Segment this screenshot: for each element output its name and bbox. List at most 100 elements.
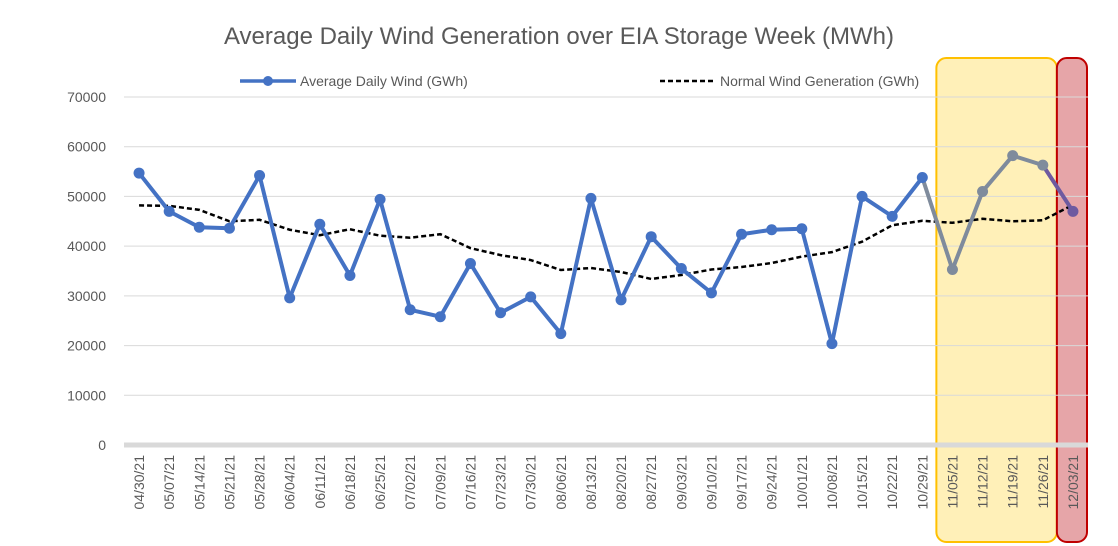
series-wind-segment	[257, 173, 292, 300]
x-tick-label: 10/29/21	[914, 455, 930, 510]
x-tick-label: 12/03/21	[1065, 455, 1081, 510]
x-tick-label: 06/18/21	[342, 455, 358, 510]
highlight-regions	[935, 57, 1088, 543]
series-wind-segment	[468, 261, 503, 315]
series-wind-segment	[287, 222, 322, 300]
legend: Average Daily Wind (GWh) Normal Wind Gen…	[240, 73, 919, 89]
series-wind-segment	[588, 196, 624, 302]
x-tick-label: 08/27/21	[643, 455, 659, 510]
series-wind-segment	[890, 175, 925, 219]
x-tick-label: 09/10/21	[703, 455, 719, 510]
series-wind-point	[555, 328, 567, 340]
x-tick-label: 08/06/21	[553, 455, 569, 510]
x-tick-label: 05/14/21	[191, 455, 207, 510]
y-tick-label: 20000	[67, 338, 106, 354]
series-wind-point	[766, 224, 778, 236]
x-tick-label: 09/03/21	[673, 455, 689, 510]
series-wind-segment	[347, 197, 383, 278]
x-tick-label: 08/20/21	[613, 455, 629, 510]
series-wind-point	[193, 221, 205, 233]
series-wind-point	[254, 170, 266, 182]
x-tick-label: 06/25/21	[372, 455, 388, 510]
series-wind-segment	[709, 232, 744, 295]
series-wind-point	[645, 231, 657, 243]
series-wind-point	[736, 228, 748, 240]
series-wind-point	[1037, 159, 1049, 171]
series-wind-segment	[137, 171, 172, 214]
x-tick-label: 07/09/21	[432, 455, 448, 510]
x-tick-label: 08/13/21	[583, 455, 599, 510]
y-tick-label: 0	[98, 437, 106, 453]
series-wind-point	[525, 291, 537, 303]
series-wind-point	[344, 269, 356, 281]
series-wind-segment	[679, 266, 714, 295]
legend-marker-wind	[263, 76, 273, 86]
series-wind-segment	[558, 196, 593, 336]
y-tick-label: 30000	[67, 288, 106, 304]
series-wind-point	[977, 185, 989, 197]
x-tick-label: 07/16/21	[462, 455, 478, 510]
series-wind-point	[856, 190, 868, 202]
series-wind-segment	[619, 234, 654, 302]
legend-label-normal: Normal Wind Generation (GWh)	[720, 73, 919, 89]
series-wind-point	[1007, 150, 1019, 162]
y-tick-label: 60000	[67, 139, 106, 155]
series-wind-segment	[227, 173, 262, 231]
x-axis-tick-labels: 04/30/21 05/07/21 05/14/21 05/21/21 05/28/21…	[131, 455, 1081, 510]
series-wind-point	[826, 338, 838, 350]
x-tick-label: 10/01/21	[794, 455, 810, 510]
highlight-region-2	[1055, 57, 1088, 543]
series-lines	[133, 150, 1079, 350]
x-tick-label: 11/26/21	[1035, 455, 1051, 509]
series-wind-point	[946, 264, 958, 276]
x-tick-label: 11/19/21	[1005, 455, 1021, 509]
series-wind-point	[464, 258, 476, 270]
x-tick-label: 07/02/21	[402, 455, 418, 510]
x-tick-label: 10/22/21	[884, 455, 900, 510]
x-tick-label: 11/05/21	[944, 455, 960, 509]
series-wind-segment	[860, 194, 895, 219]
series-wind-segment	[920, 175, 955, 272]
series-wind-segment	[950, 189, 985, 272]
x-tick-label: 07/30/21	[523, 455, 539, 510]
y-tick-label: 40000	[67, 238, 106, 254]
series-wind-segment	[317, 222, 352, 278]
chart-title: Average Daily Wind Generation over EIA S…	[224, 23, 894, 50]
series-wind-point	[404, 304, 416, 316]
x-tick-label: 05/21/21	[221, 455, 237, 510]
series-wind-segment	[799, 226, 834, 346]
y-axis-tick-labels: 0 10000 20000 30000 40000 50000 60000 70000	[67, 89, 106, 453]
x-tick-label: 10/15/21	[854, 455, 870, 510]
series-wind-point	[705, 287, 717, 299]
legend-label-wind: Average Daily Wind (GWh)	[300, 73, 468, 89]
gridlines	[124, 96, 1088, 448]
series-wind-segment	[167, 209, 202, 230]
y-tick-label: 10000	[67, 387, 106, 403]
series-wind-segment	[438, 261, 473, 319]
series-wind-segment	[498, 294, 533, 315]
series-wind-segment	[528, 294, 563, 336]
series-wind-point	[223, 222, 235, 234]
y-tick-label: 50000	[67, 188, 106, 204]
series-wind-point	[133, 167, 145, 179]
x-tick-label: 10/08/21	[824, 455, 840, 510]
series-wind-point	[1067, 205, 1079, 217]
series-wind-segment	[1040, 163, 1075, 214]
series-wind-point	[284, 292, 296, 304]
series-wind-segment	[980, 153, 1015, 194]
series-wind-point	[495, 307, 507, 319]
series-wind-point	[886, 210, 898, 222]
x-tick-label: 05/07/21	[161, 455, 177, 510]
series-wind-segment	[829, 194, 865, 346]
series-wind-point	[585, 192, 597, 204]
series-wind-point	[916, 172, 928, 184]
series-wind-point	[314, 218, 326, 230]
series-wind-segment	[378, 197, 413, 312]
x-tick-label: 07/23/21	[493, 455, 509, 510]
x-tick-label: 11/12/21	[975, 455, 991, 509]
x-tick-label: 06/11/21	[312, 455, 328, 509]
x-tick-label: 04/30/21	[131, 455, 147, 510]
series-wind-point	[374, 193, 386, 205]
x-tick-label: 09/17/21	[734, 455, 750, 510]
